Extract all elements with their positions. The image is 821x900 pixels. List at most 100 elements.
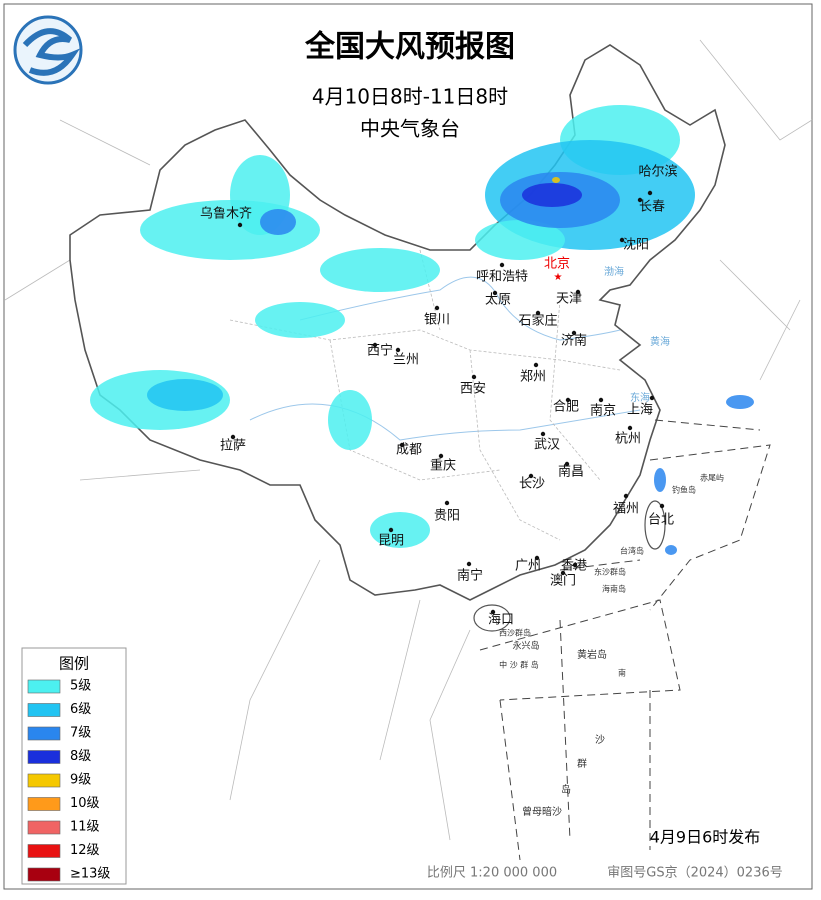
wind-area bbox=[726, 395, 754, 409]
rivers bbox=[249, 276, 641, 441]
legend-label: 7级 bbox=[70, 726, 91, 741]
wind-area bbox=[475, 220, 565, 260]
wind-area bbox=[665, 545, 677, 555]
legend-swatch bbox=[27, 797, 61, 811]
map-label: 渤海 bbox=[604, 265, 624, 278]
city-label: 郑州 bbox=[520, 370, 546, 385]
city-label: 长沙 bbox=[519, 477, 545, 492]
city-dot bbox=[230, 434, 236, 440]
map-label: 东海 bbox=[630, 391, 650, 404]
map-label: 曾母暗沙 bbox=[522, 805, 562, 818]
city-label: 海口 bbox=[488, 613, 514, 628]
city-dot bbox=[534, 555, 540, 561]
city-label: 石家庄 bbox=[518, 313, 557, 329]
map-label: 西沙群岛 bbox=[499, 628, 531, 638]
city-label: 香港 bbox=[561, 559, 587, 574]
wind-area bbox=[328, 390, 372, 450]
city-dot bbox=[535, 310, 541, 316]
wind-area bbox=[255, 302, 345, 338]
map-label: 中 沙 群 岛 bbox=[499, 660, 539, 670]
city-label: 福州 bbox=[613, 502, 639, 517]
map-label: 台湾岛 bbox=[620, 546, 644, 556]
city-dot bbox=[627, 425, 633, 431]
wind-area bbox=[320, 248, 440, 292]
legend-swatch bbox=[27, 844, 61, 858]
issuer: 中央气象台 bbox=[360, 117, 460, 141]
city-label: 贵阳 bbox=[434, 509, 460, 524]
legend-swatch bbox=[27, 773, 61, 788]
city-dot bbox=[434, 305, 440, 311]
legend-title: 图例 bbox=[59, 655, 89, 673]
city-label: 济南 bbox=[561, 333, 587, 349]
city-label: 上海 bbox=[627, 403, 653, 418]
city-dot bbox=[372, 342, 378, 348]
city-label: 乌鲁木齐 bbox=[200, 206, 252, 222]
city-dot bbox=[444, 500, 450, 506]
city-dot bbox=[647, 190, 653, 196]
issued-time: 4月9日6时发布 bbox=[650, 828, 761, 847]
city-label: 长春 bbox=[639, 200, 665, 215]
cities: ★北京 乌鲁木齐 哈尔滨长春沈阳呼和浩特天津 太原石家庄 银川济南西宁兰州郑州西安合肥南… bbox=[200, 164, 678, 628]
legend-swatch bbox=[27, 679, 61, 694]
legend-label: 6级 bbox=[70, 702, 91, 717]
city-dot bbox=[499, 262, 505, 268]
map-label: 赤尾屿 bbox=[700, 474, 724, 483]
city-label: 昆明 bbox=[378, 534, 404, 549]
map-label: 海南岛 bbox=[602, 584, 626, 594]
map-label: 沙 bbox=[595, 734, 605, 746]
city-dot bbox=[388, 527, 394, 533]
legend-label: 9级 bbox=[70, 773, 91, 788]
city-label: 广州 bbox=[515, 559, 541, 574]
period: 4月10日8时-11日8时 bbox=[312, 85, 508, 109]
city-label: 太原 bbox=[485, 293, 511, 308]
city-label: 台北 bbox=[648, 513, 674, 528]
city-label: 成都 bbox=[396, 443, 422, 458]
wind-area bbox=[552, 177, 560, 183]
city-dot bbox=[471, 374, 477, 380]
city-label: 哈尔滨 bbox=[638, 164, 677, 180]
scale: 比例尺 1:20 000 000 bbox=[427, 866, 557, 881]
hainan bbox=[473, 604, 511, 632]
city-dot bbox=[540, 431, 546, 437]
city-label: 兰州 bbox=[393, 353, 419, 368]
wind-area bbox=[370, 512, 430, 548]
map-label: 黄岩岛 bbox=[577, 648, 607, 661]
city-label: 天津 bbox=[556, 292, 582, 307]
city-label: 武汉 bbox=[534, 438, 560, 453]
city-dot bbox=[528, 473, 534, 479]
city-label: 西安 bbox=[460, 382, 486, 397]
legend-label: ≥13级 bbox=[70, 867, 110, 882]
map-label: 群 bbox=[577, 757, 587, 770]
city-dot bbox=[572, 562, 578, 568]
legend-swatch bbox=[27, 867, 61, 882]
city-dot bbox=[571, 330, 577, 336]
legend-label: 11级 bbox=[70, 820, 100, 835]
city-dot bbox=[490, 609, 496, 615]
city-dot bbox=[598, 397, 604, 403]
wind-area bbox=[522, 183, 582, 207]
city-dot bbox=[575, 289, 581, 295]
city-dot bbox=[395, 347, 401, 353]
city-dot bbox=[659, 503, 665, 509]
city-label: 呼和浩特 bbox=[476, 270, 528, 285]
legend-swatch bbox=[27, 703, 61, 717]
city-dot bbox=[438, 453, 444, 459]
city-dot bbox=[560, 570, 566, 576]
city-label: 西宁 bbox=[367, 343, 393, 359]
city-dot bbox=[399, 442, 405, 448]
legend-swatch bbox=[27, 820, 61, 835]
city-label: 拉萨 bbox=[220, 439, 246, 454]
city-dot bbox=[237, 222, 243, 228]
city-dot bbox=[466, 561, 472, 567]
city-dot bbox=[533, 362, 539, 368]
legend-label: 12级 bbox=[70, 843, 100, 858]
logo bbox=[13, 15, 83, 85]
city-dot bbox=[619, 237, 625, 243]
city-dot bbox=[623, 493, 629, 499]
city-label: 南京 bbox=[590, 403, 616, 419]
legend-swatch bbox=[27, 750, 61, 764]
map-label: 南 bbox=[618, 668, 626, 678]
city-label: 南昌 bbox=[558, 464, 584, 480]
